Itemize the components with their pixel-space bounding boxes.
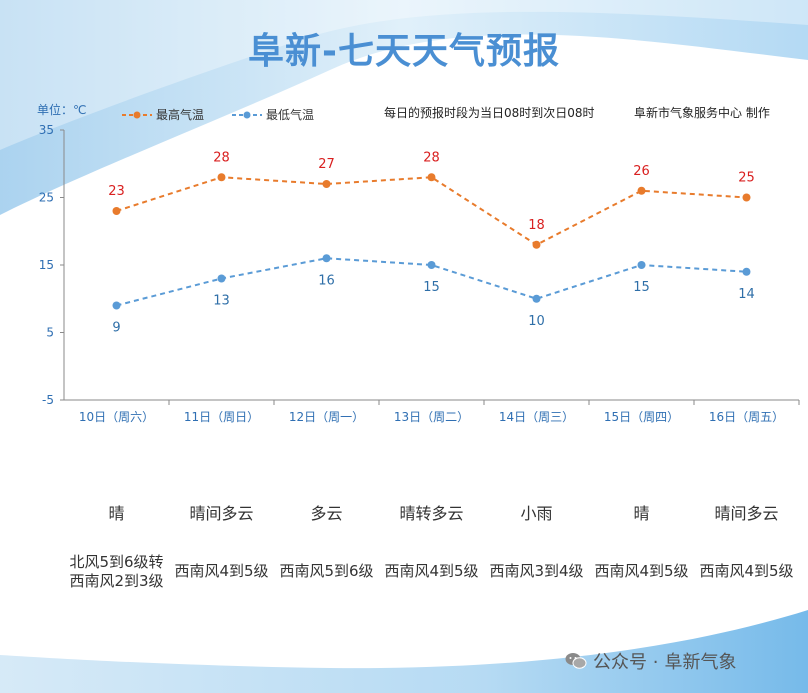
- data-point-low: [112, 301, 121, 310]
- wind-day-5: 西南风3到4级: [489, 562, 584, 580]
- data-label-low: 15: [423, 280, 440, 295]
- legend-high-marker: [122, 111, 152, 118]
- data-point-low: [532, 294, 541, 303]
- data-label-low: 10: [528, 314, 545, 329]
- condition-day-5: 小雨: [520, 504, 553, 523]
- unit-label: 单位：℃: [37, 103, 87, 117]
- data-label-high: 18: [528, 218, 545, 233]
- data-point-low: [217, 274, 226, 283]
- legend-low: 最低气温: [232, 106, 314, 123]
- credit-text: 阜新市气象服务中心 制作: [634, 106, 770, 120]
- data-point-low: [322, 254, 331, 263]
- data-point-high: [217, 173, 226, 182]
- data-label-high: 27: [318, 157, 335, 172]
- wind-day-4: 西南风4到5级: [384, 562, 479, 580]
- footer-account-name: 阜新气象: [664, 652, 737, 673]
- data-label-high: 28: [213, 150, 230, 165]
- wind-day-1-line-1: 北风5到6级转: [69, 553, 164, 571]
- legend-high: 最高气温: [122, 106, 204, 123]
- footer-prefix: 公众号 ·: [593, 652, 659, 673]
- y-tick-label: 25: [39, 191, 54, 205]
- x-tick-label: 15日（周四）: [604, 410, 679, 424]
- condition-day-6: 晴: [633, 504, 650, 523]
- footer: 公众号 · 阜新气象: [565, 648, 736, 674]
- x-tick-label: 13日（周二）: [394, 410, 469, 424]
- x-tick-label: 12日（周一）: [289, 410, 364, 424]
- data-point-low: [637, 261, 646, 269]
- wind-day-2: 西南风4到5级: [174, 562, 269, 580]
- condition-day-4: 晴转多云: [399, 504, 464, 523]
- data-point-low: [742, 267, 751, 276]
- x-tick-label: 16日（周五）: [709, 410, 784, 424]
- data-label-high: 26: [633, 164, 650, 179]
- x-tick-label: 14日（周三）: [499, 410, 574, 424]
- data-label-low: 15: [633, 280, 650, 295]
- data-point-high: [742, 193, 751, 202]
- data-point-high: [427, 173, 436, 182]
- data-point-low: [427, 261, 436, 269]
- wind-day-1: 北风5到6级转 西南风2到3级: [64, 553, 169, 591]
- data-point-high: [112, 207, 121, 215]
- y-tick-label: 35: [39, 123, 54, 137]
- data-point-high: [637, 186, 646, 195]
- data-label-high: 23: [108, 184, 125, 199]
- condition-row: 晴 晴间多云 多云 晴转多云 小雨 晴 晴间多云: [64, 500, 799, 524]
- legend-high-label: 最高气温: [156, 108, 205, 122]
- data-label-high: 28: [423, 150, 440, 165]
- wind-day-6: 西南风4到5级: [594, 562, 689, 580]
- x-tick-label: 10日（周六）: [79, 410, 154, 424]
- page-title: 阜新-七天天气预报: [248, 31, 560, 72]
- legend-low-marker: [232, 111, 262, 118]
- data-label-low: 13: [213, 294, 230, 309]
- condition-day-2: 晴间多云: [189, 504, 254, 523]
- x-tick-label: 11日（周日）: [184, 410, 259, 424]
- data-point-high: [322, 180, 331, 188]
- legend-low-label: 最低气温: [266, 108, 315, 122]
- wechat-icon: [565, 653, 587, 669]
- forecast-period-note: 每日的预报时段为当日08时到次日08时: [384, 106, 595, 120]
- condition-day-1: 晴: [108, 504, 125, 523]
- y-tick-label: 15: [39, 258, 54, 272]
- wind-day-7: 西南风4到5级: [699, 562, 794, 580]
- wind-day-1-line-2: 西南风2到3级: [69, 572, 164, 590]
- y-tick-label: -5: [42, 393, 54, 407]
- data-label-low: 14: [738, 287, 755, 302]
- condition-day-7: 晴间多云: [714, 504, 779, 523]
- y-tick-label: 5: [46, 326, 54, 340]
- data-label-low: 9: [112, 321, 120, 336]
- series-line-high: [116, 176, 747, 246]
- wind-day-3: 西南风5到6级: [279, 562, 374, 580]
- data-label-high: 25: [738, 171, 755, 186]
- condition-day-3: 多云: [310, 504, 343, 523]
- data-label-low: 16: [318, 273, 335, 288]
- wind-row: 北风5到6级转 西南风2到3级 西南风4到5级 西南风5到6级 西南风4到5级 …: [64, 553, 799, 591]
- data-point-high: [532, 240, 541, 249]
